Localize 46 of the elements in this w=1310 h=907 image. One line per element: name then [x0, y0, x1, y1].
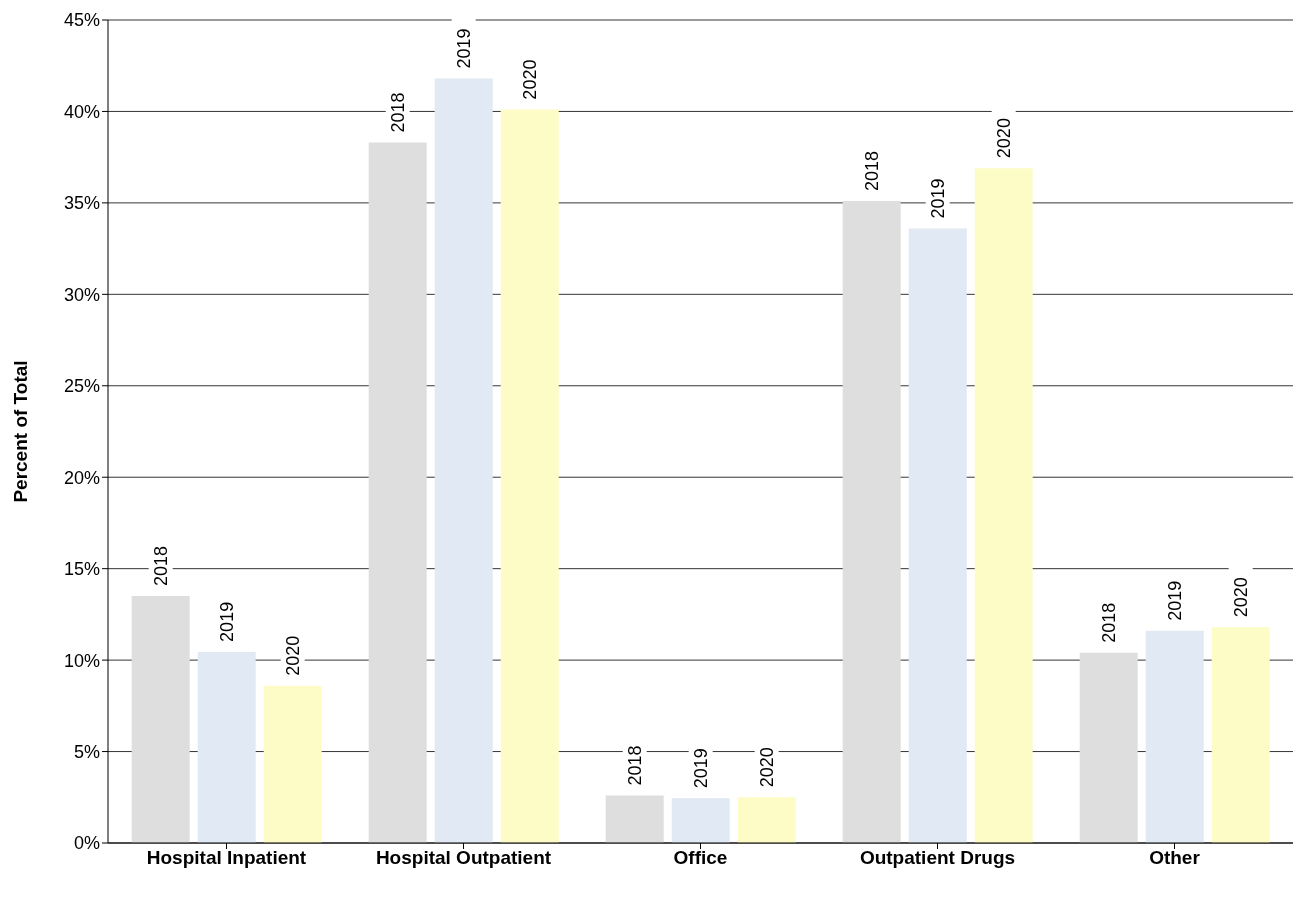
text: 2019	[216, 601, 237, 642]
text: 2020	[282, 635, 303, 676]
text: 2018	[387, 92, 408, 133]
y-tick-label: 45%	[63, 10, 100, 31]
x-tick-label: Hospital Outpatient	[375, 847, 552, 869]
bar	[974, 168, 1033, 843]
text: 2018	[1098, 602, 1119, 643]
text: 2018	[861, 151, 882, 192]
y-tick-label: 20%	[63, 467, 100, 488]
text: 2020	[993, 118, 1014, 159]
text: 2019	[927, 178, 948, 219]
x-tick-label: Other	[1149, 847, 1201, 869]
text: 2019	[1164, 580, 1185, 621]
bar	[737, 797, 796, 843]
bar	[1145, 630, 1204, 843]
y-tick-label: 10%	[63, 650, 100, 671]
text: 2018	[624, 745, 645, 786]
y-tick-label: 15%	[63, 559, 100, 580]
bar	[500, 109, 559, 843]
bar	[842, 201, 901, 843]
bar	[1211, 627, 1270, 843]
bar	[908, 228, 967, 843]
text: 2020	[519, 59, 540, 100]
x-tick-label: Office	[673, 847, 728, 869]
text: 2020	[1230, 577, 1251, 618]
bar	[434, 78, 493, 843]
x-tick-label: Hospital Inpatient	[146, 847, 307, 869]
text: 2019	[453, 28, 474, 69]
x-tick-label: Outpatient Drugs	[859, 847, 1016, 869]
bar	[671, 798, 730, 843]
bar	[368, 142, 427, 843]
text: 2020	[756, 747, 777, 788]
y-axis-title: Percent of Total	[9, 360, 31, 503]
y-tick-label: 30%	[63, 284, 100, 305]
y-tick-label: 40%	[63, 101, 100, 122]
bar	[605, 795, 664, 843]
text: 2019	[690, 748, 711, 789]
bar	[263, 685, 322, 843]
bar	[197, 651, 256, 843]
y-tick-label: 25%	[63, 376, 100, 397]
y-tick-label: 5%	[73, 741, 100, 762]
y-tick-label: 35%	[63, 193, 100, 214]
y-tick-label: 0%	[73, 833, 100, 854]
text: 2018	[150, 546, 171, 587]
bar	[131, 596, 190, 843]
bar	[1079, 652, 1138, 843]
